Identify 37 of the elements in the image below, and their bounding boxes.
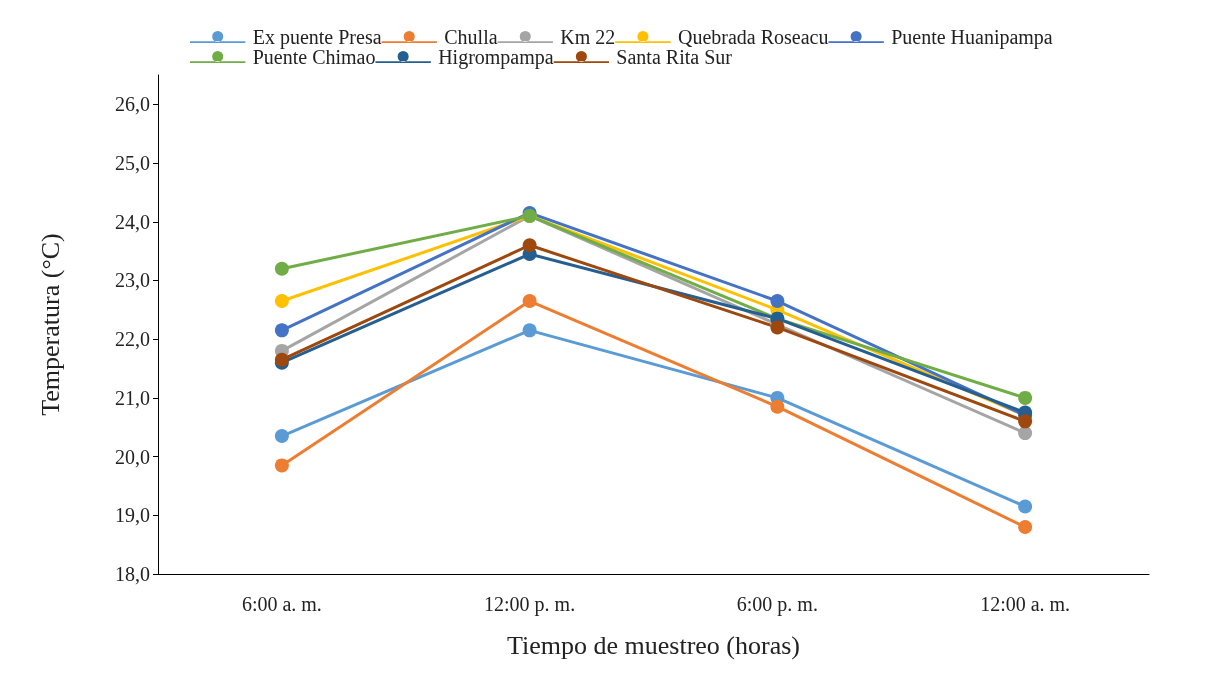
x-tick-label: 6:00 a. m. bbox=[241, 593, 322, 615]
x-axis-title: Tiempo de muestreo (horas) bbox=[507, 630, 800, 660]
point bbox=[770, 294, 785, 309]
y-tick-label: 23,0 bbox=[115, 269, 150, 292]
point bbox=[1018, 426, 1033, 441]
legend-label: Higrompampa bbox=[438, 46, 554, 69]
point bbox=[274, 458, 289, 473]
legend-label: Km 22 bbox=[560, 26, 616, 48]
y-tick-label: 22,0 bbox=[115, 328, 150, 351]
point bbox=[770, 399, 785, 414]
y-tick-label: 20,0 bbox=[115, 445, 150, 468]
point bbox=[1018, 414, 1033, 429]
legend-label: Ex puente Presa bbox=[252, 26, 382, 49]
x-tick-label: 6:00 p. m. bbox=[736, 593, 818, 616]
legend-label: Chulla bbox=[444, 26, 498, 48]
point bbox=[522, 294, 537, 309]
point bbox=[274, 323, 289, 338]
point bbox=[1018, 499, 1033, 514]
x-tick-label: 12:00 a. m. bbox=[980, 593, 1071, 615]
point bbox=[522, 323, 537, 338]
point bbox=[1018, 390, 1033, 405]
point bbox=[274, 429, 289, 444]
point bbox=[274, 294, 289, 309]
y-tick-label: 24,0 bbox=[115, 210, 150, 233]
y-tick-label: 26,0 bbox=[115, 93, 150, 116]
y-tick-label: 19,0 bbox=[115, 504, 150, 527]
point bbox=[274, 261, 289, 276]
x-tick-label: 12:00 p. m. bbox=[484, 593, 576, 616]
y-tick-label: 25,0 bbox=[115, 152, 150, 175]
y-axis-title: Temperatura (°C) bbox=[35, 233, 65, 416]
legend-label: Quebrada Roseacu bbox=[677, 26, 829, 48]
point bbox=[1018, 520, 1033, 535]
y-tick-label: 21,0 bbox=[115, 386, 150, 409]
point bbox=[522, 238, 537, 253]
legend-label: Puente Huanipampa bbox=[891, 26, 1053, 49]
y-tick-label: 18,0 bbox=[115, 563, 150, 585]
legend-label: Santa Rita Sur bbox=[616, 46, 733, 68]
